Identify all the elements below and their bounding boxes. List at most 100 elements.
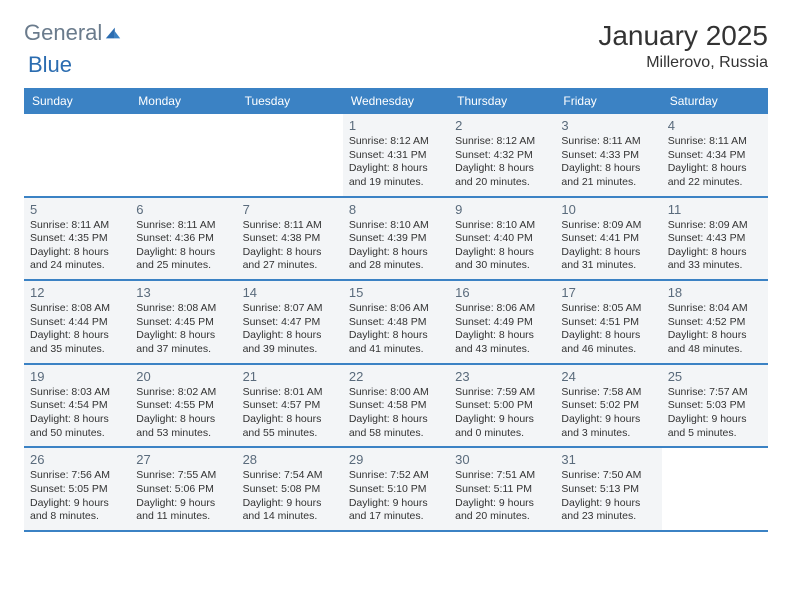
sunrise-line: Sunrise: 7:51 AM [455, 469, 549, 483]
calendar-week: 26Sunrise: 7:56 AMSunset: 5:05 PMDayligh… [24, 448, 768, 532]
day-number: 1 [349, 118, 443, 133]
sunset-line: Sunset: 4:52 PM [668, 316, 762, 330]
title-block: January 2025 Millerovo, Russia [598, 20, 768, 72]
calendar-cell: 12Sunrise: 8:08 AMSunset: 4:44 PMDayligh… [24, 281, 130, 363]
daylight-line: Daylight: 8 hours and 53 minutes. [136, 413, 230, 440]
daylight-line: Daylight: 8 hours and 41 minutes. [349, 329, 443, 356]
sunset-line: Sunset: 4:58 PM [349, 399, 443, 413]
daylight-line: Daylight: 9 hours and 5 minutes. [668, 413, 762, 440]
calendar-cell: 18Sunrise: 8:04 AMSunset: 4:52 PMDayligh… [662, 281, 768, 363]
sunset-line: Sunset: 4:44 PM [30, 316, 124, 330]
calendar-cell-empty [130, 114, 236, 196]
daylight-line: Daylight: 9 hours and 0 minutes. [455, 413, 549, 440]
calendar-cell-empty [24, 114, 130, 196]
daylight-line: Daylight: 8 hours and 50 minutes. [30, 413, 124, 440]
daylight-line: Daylight: 8 hours and 39 minutes. [243, 329, 337, 356]
sunrise-line: Sunrise: 8:04 AM [668, 302, 762, 316]
sunrise-line: Sunrise: 8:11 AM [561, 135, 655, 149]
sunset-line: Sunset: 5:06 PM [136, 483, 230, 497]
day-number: 20 [136, 369, 230, 384]
day-number: 6 [136, 202, 230, 217]
calendar-cell-empty [662, 448, 768, 530]
sunset-line: Sunset: 5:05 PM [30, 483, 124, 497]
sunrise-line: Sunrise: 8:07 AM [243, 302, 337, 316]
triangle-icon [104, 24, 122, 42]
sunrise-line: Sunrise: 7:57 AM [668, 386, 762, 400]
day-number: 28 [243, 452, 337, 467]
calendar-cell: 25Sunrise: 7:57 AMSunset: 5:03 PMDayligh… [662, 365, 768, 447]
dow-label: Tuesday [237, 88, 343, 114]
sunset-line: Sunset: 4:31 PM [349, 149, 443, 163]
sunrise-line: Sunrise: 8:06 AM [349, 302, 443, 316]
dow-label: Monday [130, 88, 236, 114]
daylight-line: Daylight: 8 hours and 46 minutes. [561, 329, 655, 356]
day-number: 30 [455, 452, 549, 467]
daylight-line: Daylight: 8 hours and 21 minutes. [561, 162, 655, 189]
calendar-cell: 6Sunrise: 8:11 AMSunset: 4:36 PMDaylight… [130, 198, 236, 280]
calendar-cell: 5Sunrise: 8:11 AMSunset: 4:35 PMDaylight… [24, 198, 130, 280]
day-number: 24 [561, 369, 655, 384]
sunrise-line: Sunrise: 7:56 AM [30, 469, 124, 483]
daylight-line: Daylight: 9 hours and 20 minutes. [455, 497, 549, 524]
dow-label: Thursday [449, 88, 555, 114]
sunrise-line: Sunrise: 7:52 AM [349, 469, 443, 483]
calendar-cell: 13Sunrise: 8:08 AMSunset: 4:45 PMDayligh… [130, 281, 236, 363]
sunrise-line: Sunrise: 8:08 AM [136, 302, 230, 316]
calendar-cell: 26Sunrise: 7:56 AMSunset: 5:05 PMDayligh… [24, 448, 130, 530]
daylight-line: Daylight: 9 hours and 3 minutes. [561, 413, 655, 440]
sunrise-line: Sunrise: 8:01 AM [243, 386, 337, 400]
sunrise-line: Sunrise: 8:12 AM [455, 135, 549, 149]
daylight-line: Daylight: 8 hours and 43 minutes. [455, 329, 549, 356]
daylight-line: Daylight: 8 hours and 25 minutes. [136, 246, 230, 273]
sunset-line: Sunset: 4:39 PM [349, 232, 443, 246]
sunrise-line: Sunrise: 8:11 AM [30, 219, 124, 233]
calendar-week: 1 Sunrise: 8:12 AM Sunset: 4:31 PM Daylight… [24, 114, 768, 198]
daylight-line: Daylight: 8 hours and 30 minutes. [455, 246, 549, 273]
day-number: 3 [561, 118, 655, 133]
sunrise-line: Sunrise: 8:05 AM [561, 302, 655, 316]
daylight-line: Daylight: 8 hours and 27 minutes. [243, 246, 337, 273]
daylight-line: Daylight: 8 hours and 33 minutes. [668, 246, 762, 273]
sunset-line: Sunset: 4:47 PM [243, 316, 337, 330]
sunrise-line: Sunrise: 8:10 AM [349, 219, 443, 233]
day-number: 21 [243, 369, 337, 384]
daylight-line: Daylight: 9 hours and 14 minutes. [243, 497, 337, 524]
sunrise-line: Sunrise: 8:08 AM [30, 302, 124, 316]
day-of-week-header: SundayMondayTuesdayWednesdayThursdayFrid… [24, 88, 768, 114]
day-number: 4 [668, 118, 762, 133]
calendar-cell: 17 Sunrise: 8:05 AMSunset: 4:51 PMDayligh… [555, 281, 661, 363]
calendar-cell: 19Sunrise: 8:03 AMSunset: 4:54 PMDayligh… [24, 365, 130, 447]
sunrise-line: Sunrise: 7:50 AM [561, 469, 655, 483]
calendar-cell: 9Sunrise: 8:10 AMSunset: 4:40 PMDaylight… [449, 198, 555, 280]
sunset-line: Sunset: 4:40 PM [455, 232, 549, 246]
weeks-container: 1 Sunrise: 8:12 AM Sunset: 4:31 PM Daylight… [24, 114, 768, 532]
calendar-week: 5Sunrise: 8:11 AMSunset: 4:35 PMDaylight… [24, 198, 768, 282]
sunrise-line: Sunrise: 8:09 AM [668, 219, 762, 233]
sunrise-line: Sunrise: 8:09 AM [561, 219, 655, 233]
sunrise-line: Sunrise: 8:00 AM [349, 386, 443, 400]
sunset-line: Sunset: 4:49 PM [455, 316, 549, 330]
calendar-cell: 3Sunrise: 8:11 AMSunset: 4:33 PMDaylight… [555, 114, 661, 196]
day-number: 12 [30, 285, 124, 300]
daylight-line: Daylight: 8 hours and 58 minutes. [349, 413, 443, 440]
day-number: 17 [561, 285, 655, 300]
day-number: 18 [668, 285, 762, 300]
day-number: 31 [561, 452, 655, 467]
day-number: 14 [243, 285, 337, 300]
day-number: 23 [455, 369, 549, 384]
dow-label: Sunday [24, 88, 130, 114]
day-number: 25 [668, 369, 762, 384]
sunset-line: Sunset: 4:34 PM [668, 149, 762, 163]
day-number: 10 [561, 202, 655, 217]
calendar-cell: 30Sunrise: 7:51 AMSunset: 5:11 PMDayligh… [449, 448, 555, 530]
day-number: 5 [30, 202, 124, 217]
sunrise-line: Sunrise: 8:06 AM [455, 302, 549, 316]
sunset-line: Sunset: 4:51 PM [561, 316, 655, 330]
day-number: 8 [349, 202, 443, 217]
daylight-line: Daylight: 8 hours and 55 minutes. [243, 413, 337, 440]
calendar-cell: 4Sunrise: 8:11 AMSunset: 4:34 PMDaylight… [662, 114, 768, 196]
calendar-cell: 8 Sunrise: 8:10 AMSunset: 4:39 PMDaylight… [343, 198, 449, 280]
daylight-line: Daylight: 8 hours and 28 minutes. [349, 246, 443, 273]
calendar-cell: 27Sunrise: 7:55 AMSunset: 5:06 PMDayligh… [130, 448, 236, 530]
sunset-line: Sunset: 5:08 PM [243, 483, 337, 497]
